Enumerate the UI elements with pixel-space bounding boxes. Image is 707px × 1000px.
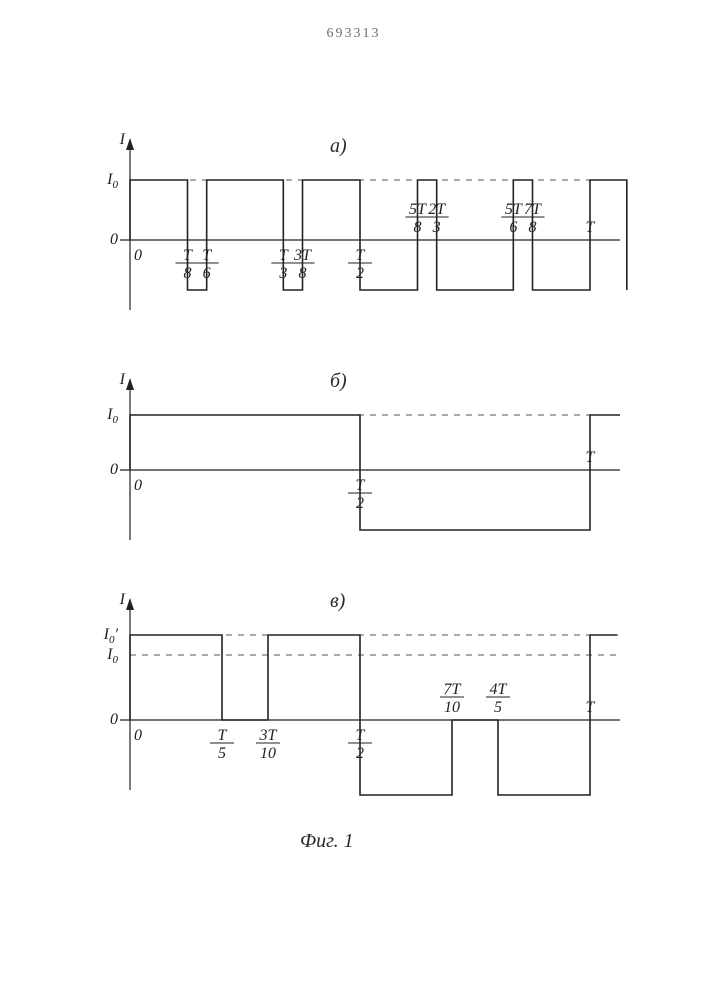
svg-text:I0: I0 <box>106 171 118 191</box>
svg-text:I: I <box>119 371 126 388</box>
svg-text:0: 0 <box>110 231 118 248</box>
svg-text:0: 0 <box>110 711 118 728</box>
svg-text:0: 0 <box>134 247 142 264</box>
svg-text:3T: 3T <box>259 727 278 744</box>
svg-text:I: I <box>119 131 126 148</box>
svg-text:5: 5 <box>494 699 502 716</box>
svg-text:I0′: I0′ <box>103 626 119 646</box>
svg-text:10: 10 <box>260 745 276 762</box>
svg-text:0: 0 <box>110 461 118 478</box>
svg-text:I: I <box>119 591 126 608</box>
svg-text:4T: 4T <box>490 681 508 698</box>
svg-text:I0: I0 <box>106 406 118 426</box>
svg-text:0: 0 <box>134 727 142 744</box>
panel-v-chart: II0I0′00TT53T10T27T104T5 <box>80 590 640 820</box>
svg-text:I0: I0 <box>106 646 118 666</box>
panel-a-chart: II000TT8T6T33T8T25T82T35T67T8 <box>80 130 640 340</box>
svg-text:T: T <box>218 727 228 744</box>
svg-text:0: 0 <box>134 477 142 494</box>
svg-text:5: 5 <box>218 745 226 762</box>
doc-number: 693313 <box>0 26 707 42</box>
panel-b-chart: II000TT2 <box>80 370 640 570</box>
svg-text:7T: 7T <box>444 681 462 698</box>
svg-text:10: 10 <box>444 699 460 716</box>
figure-caption: Фиг. 1 <box>300 830 354 853</box>
